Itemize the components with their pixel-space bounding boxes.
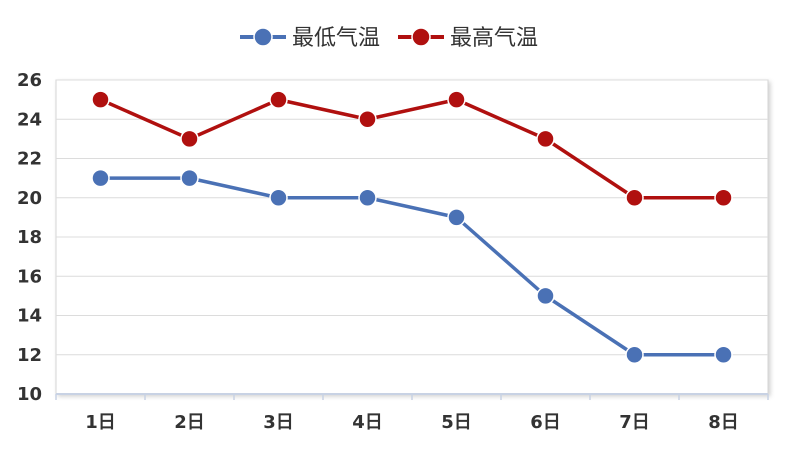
series-min-temp	[91, 168, 733, 364]
x-tick-label: 4日	[352, 412, 383, 433]
y-tick-label: 16	[17, 266, 42, 287]
series	[91, 90, 733, 364]
data-point	[536, 129, 555, 149]
data-point	[447, 90, 466, 109]
y-tick-label: 10	[17, 384, 42, 405]
data-point	[358, 188, 377, 207]
y-tick-label: 26	[17, 70, 42, 91]
series-line	[98, 176, 726, 357]
y-tick-label: 24	[17, 109, 42, 130]
data-point	[625, 345, 644, 364]
legend: 最低气温 最高气温	[240, 26, 538, 51]
series-line	[98, 97, 726, 200]
data-point	[447, 208, 466, 227]
legend-label: 最低气温	[292, 26, 380, 51]
series-max-temp	[91, 90, 733, 207]
legend-label: 最高气温	[450, 26, 538, 51]
data-point	[180, 129, 199, 149]
x-tick-label: 5日	[441, 412, 472, 433]
data-point	[625, 188, 644, 207]
data-point	[91, 168, 110, 188]
x-tick-label: 1日	[85, 412, 116, 433]
x-tick-label: 6日	[530, 412, 561, 433]
y-tick-label: 18	[17, 227, 42, 248]
y-tick-label: 22	[17, 149, 42, 170]
data-point	[358, 110, 377, 129]
legend-item-max-temp[interactable]: 最高气温	[398, 26, 538, 51]
y-tick-label: 12	[17, 345, 42, 366]
data-point	[269, 188, 288, 207]
legend-swatch-marker	[253, 27, 273, 47]
x-tick-label: 2日	[174, 412, 205, 433]
data-point	[91, 90, 110, 109]
x-tick-label: 7日	[619, 412, 650, 433]
data-point	[714, 345, 733, 364]
data-point	[536, 286, 555, 306]
data-point	[180, 168, 199, 188]
data-point	[269, 90, 288, 109]
y-tick-label: 20	[17, 188, 42, 209]
x-tick-label: 3日	[263, 412, 294, 433]
axes: 10 12 14 16 18 20 22 24 26 1日 2日 3日 4日 5日 6日 7日 8日	[17, 70, 769, 433]
legend-swatch-marker	[411, 27, 431, 47]
y-tick-label: 14	[17, 306, 42, 327]
data-point	[714, 188, 733, 207]
x-tick-label: 8日	[708, 412, 739, 433]
legend-item-min-temp[interactable]: 最低气温	[240, 26, 380, 51]
